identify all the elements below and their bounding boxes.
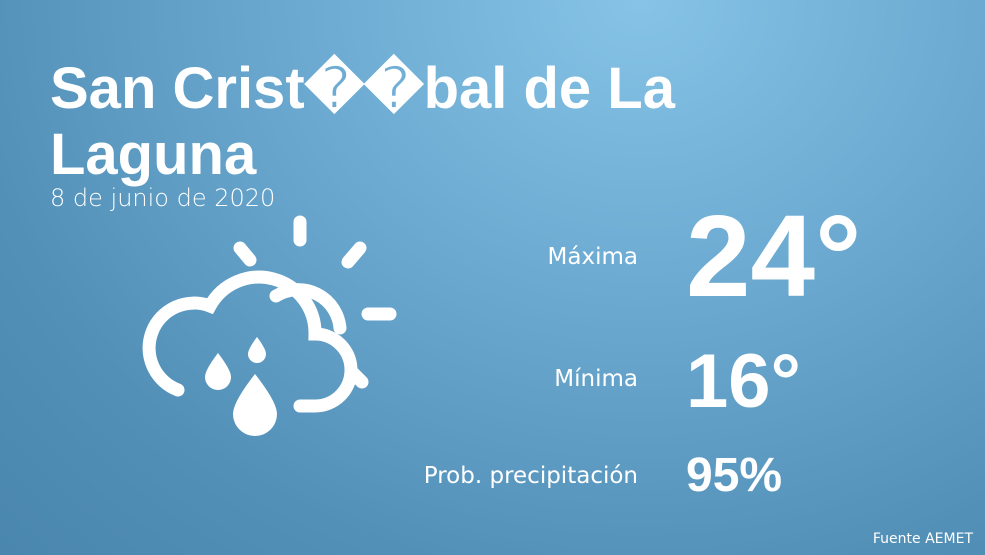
value-min: 16° xyxy=(686,339,801,424)
label-max: Máxima xyxy=(547,244,638,270)
value-max: 24° xyxy=(686,191,862,321)
value-precip: 95% xyxy=(686,449,783,502)
label-min: Mínima xyxy=(554,366,638,392)
city-title: San Crist��bal de La Laguna xyxy=(50,56,675,187)
label-precip: Prob. precipitación xyxy=(423,463,638,489)
date: 8 de junio de 2020 xyxy=(50,184,276,212)
weather-icon xyxy=(142,215,397,436)
source: Fuente AEMET xyxy=(872,531,973,547)
